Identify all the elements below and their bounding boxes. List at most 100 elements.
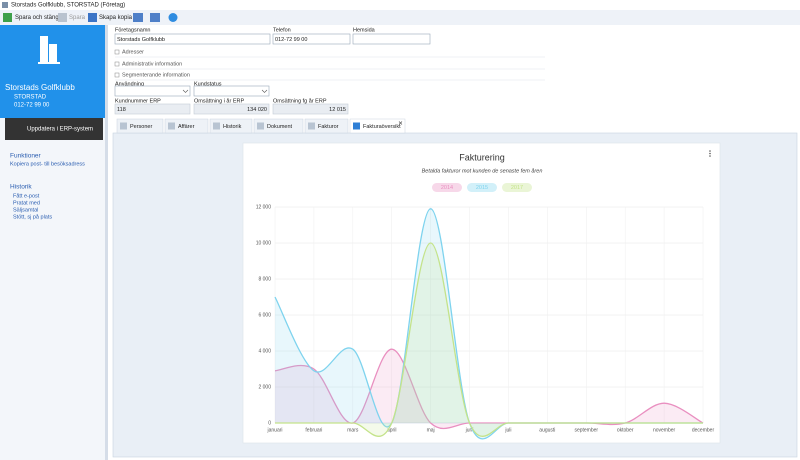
tab-icon xyxy=(353,122,360,130)
section-header[interactable]: Administrativ information xyxy=(122,61,182,67)
splitter xyxy=(105,25,108,460)
erp-value: 118 xyxy=(117,107,126,113)
save-icon xyxy=(58,13,67,22)
text-input[interactable] xyxy=(114,33,271,45)
legend-label[interactable]: 2014 xyxy=(441,185,453,191)
legend-item[interactable] xyxy=(432,183,462,192)
link-button[interactable] xyxy=(133,13,143,22)
history-link[interactable]: Pratat med xyxy=(13,200,40,206)
save-button[interactable]: Spara xyxy=(69,15,86,21)
chart-title: Fakturering xyxy=(459,152,505,162)
tab-label[interactable]: Fakturor xyxy=(318,124,339,130)
erp-button-label[interactable]: Uppdatera i ERP-system xyxy=(27,127,93,133)
tab[interactable] xyxy=(253,118,304,134)
legend-item[interactable] xyxy=(502,183,532,192)
tab[interactable] xyxy=(209,118,253,134)
tab-icon xyxy=(308,122,315,130)
functions-heading[interactable]: Funktioner xyxy=(10,153,42,160)
series-area xyxy=(275,349,703,429)
tab-icon xyxy=(213,122,220,130)
x-tick-label: mars xyxy=(347,427,359,433)
title-bar xyxy=(0,0,800,10)
select[interactable] xyxy=(193,85,270,97)
tab-label[interactable]: Affärer xyxy=(178,124,195,130)
erp-value: 134 020 xyxy=(247,107,267,113)
company-card xyxy=(0,25,108,118)
select-arrow xyxy=(261,89,268,93)
tab-label[interactable]: Dokument xyxy=(267,124,293,130)
company-name: Storstads Golfklubb xyxy=(5,83,75,92)
select-arrow xyxy=(182,89,189,93)
erp-label: Kundnummer ERP xyxy=(115,98,161,104)
tabs: Personer Affärer Historik Dokument Fakturor F… xyxy=(116,118,406,134)
x-tick-label: januari xyxy=(266,427,282,433)
erp-label: Omsättning i år ERP xyxy=(194,97,244,104)
erp-field xyxy=(193,103,270,115)
x-tick-label: juli xyxy=(504,427,511,433)
chart-card xyxy=(242,142,721,444)
x-tick-label: oktober xyxy=(617,427,634,433)
history-link[interactable]: Säljsamtal xyxy=(13,207,38,213)
tab-close[interactable] xyxy=(398,121,403,125)
expand-icon[interactable] xyxy=(114,72,120,78)
function-link[interactable]: Kopiera post- till besöksadress xyxy=(10,161,85,167)
expand-icon[interactable] xyxy=(114,61,120,67)
window-title: Storstads Golfklubb, STORSTAD (Företag) xyxy=(11,3,125,9)
history-link[interactable]: Stött, sj på plats xyxy=(13,213,52,220)
section-header[interactable]: Segmenterande information xyxy=(122,72,190,78)
section-header[interactable]: Adresser xyxy=(122,49,144,55)
tab-label[interactable]: Personer xyxy=(130,124,152,130)
text-input[interactable] xyxy=(352,33,431,45)
active-tab[interactable] xyxy=(349,118,406,134)
legend-item[interactable] xyxy=(467,183,497,192)
y-tick-label: 12 000 xyxy=(256,204,272,210)
tab[interactable] xyxy=(164,118,209,134)
history-heading[interactable]: Historik xyxy=(10,184,32,191)
share-button[interactable] xyxy=(150,13,160,22)
series-area xyxy=(275,208,703,439)
legend-label[interactable]: 2015 xyxy=(476,185,488,191)
field-label: Företagsnamn xyxy=(115,27,150,33)
y-tick-label: 10 000 xyxy=(256,240,272,246)
x-tick-label: november xyxy=(653,427,676,433)
history-link[interactable]: Fått e-post xyxy=(13,192,40,199)
company-phone: 012-72 99 00 xyxy=(14,103,50,109)
erp-label: Omsättning fg år ERP xyxy=(273,97,327,104)
x-tick-label: juni xyxy=(465,427,474,433)
save-close-icon xyxy=(3,13,12,22)
chart-menu[interactable] xyxy=(709,150,711,157)
input-value: 012-72 99 00 xyxy=(275,37,307,43)
y-tick-label: 2 000 xyxy=(258,384,271,390)
legend-label[interactable]: 2017 xyxy=(511,185,523,191)
select-label: Användning xyxy=(115,81,144,87)
toolbar xyxy=(0,10,800,25)
erp-field xyxy=(114,103,191,115)
tab[interactable] xyxy=(304,118,349,134)
input-value: Storstads Golfklubb xyxy=(117,37,165,43)
field-label: Hemsida xyxy=(353,27,376,33)
tab-icon xyxy=(257,122,264,130)
tab-icon xyxy=(120,122,127,130)
text-input[interactable] xyxy=(272,33,351,45)
erp-button[interactable] xyxy=(5,118,103,140)
company-icon xyxy=(38,36,60,64)
save-close-button[interactable]: Spara och stäng xyxy=(15,15,59,21)
field-label: Telefon xyxy=(273,27,291,33)
company-city: STORSTAD xyxy=(14,95,47,101)
x-tick-label: maj xyxy=(427,427,435,433)
tab-label[interactable]: Historik xyxy=(223,124,242,130)
copy-button[interactable]: Skapa kopia xyxy=(99,15,133,21)
select[interactable] xyxy=(114,85,191,97)
info-button[interactable] xyxy=(168,13,178,22)
app-icon xyxy=(2,2,8,8)
y-tick-label: 8 000 xyxy=(258,276,271,282)
y-tick-label: 6 000 xyxy=(258,312,271,318)
tab[interactable] xyxy=(116,118,164,134)
y-tick-label: 4 000 xyxy=(258,348,271,354)
expand-icon[interactable] xyxy=(114,49,120,55)
x-tick-label: augusti xyxy=(539,427,555,433)
select-label: Kundstatus xyxy=(194,81,222,87)
tab-icon xyxy=(168,122,175,130)
tab-label[interactable]: Fakturaöversikt xyxy=(363,124,401,130)
